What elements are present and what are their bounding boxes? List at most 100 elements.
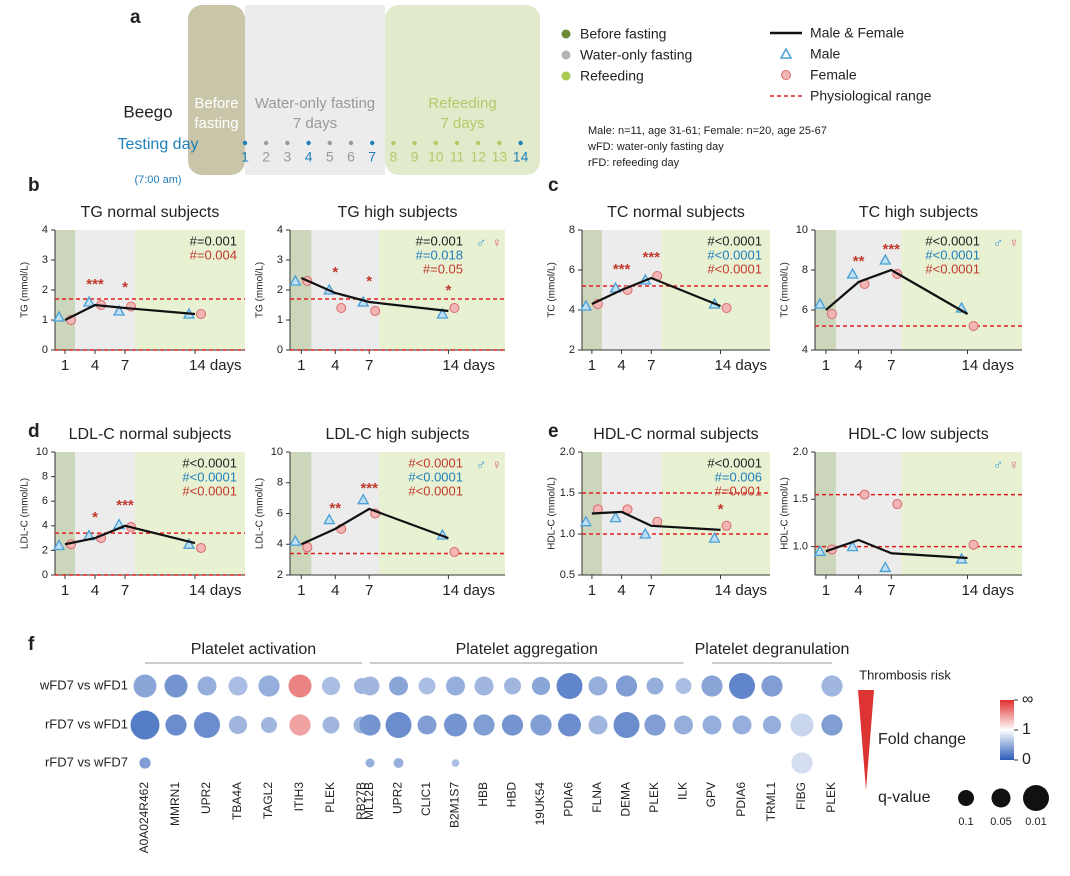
column-label: MMRN1: [168, 782, 182, 826]
bubble: [614, 712, 640, 738]
x-tick-label: 1: [822, 357, 830, 374]
bubble: [473, 714, 494, 735]
female-marker: [450, 304, 459, 313]
female-marker: [371, 307, 380, 316]
y-tick-label: 4: [802, 344, 808, 356]
bubble: [674, 715, 693, 734]
bubble: [557, 673, 583, 699]
bubble: [444, 714, 467, 737]
column-label: TAGL2: [261, 782, 275, 819]
phase-label: Water-only fasting: [255, 95, 375, 112]
phase-shade: [836, 452, 901, 575]
y-tick-label: 6: [802, 304, 808, 316]
x-tick-label: 1: [822, 582, 830, 599]
figure: abcdefBeforefastingWater-only fasting7 d…: [0, 0, 1070, 876]
day-number: 3: [284, 149, 292, 165]
legend-label: Refeeding: [580, 68, 644, 84]
column-label: FLNA: [590, 782, 604, 813]
bubble: [502, 714, 523, 735]
bubble: [165, 714, 186, 735]
bubble: [761, 675, 782, 696]
testing-time: (7:00 am): [134, 174, 181, 186]
legend-label: Female: [810, 67, 857, 83]
chart-title: LDL-C high subjects: [325, 426, 469, 443]
y-tick-label: 4: [42, 224, 48, 236]
row-label: rFD7 vs wFD1: [45, 716, 128, 731]
significance: *: [92, 509, 98, 526]
bubble: [165, 675, 188, 698]
p-value: #=0.001: [190, 233, 237, 248]
panel-label: e: [548, 421, 559, 442]
x-tick-label: 1: [297, 582, 305, 599]
phase-shade: [55, 452, 75, 575]
bubble: [322, 677, 340, 695]
colorbar-label: Fold change: [878, 731, 966, 748]
annotation: Thrombosis risk: [859, 667, 951, 682]
y-axis-label: HDL-C (mmol/L): [780, 477, 791, 550]
significance: ***: [360, 480, 378, 497]
bubble: [289, 714, 310, 735]
y-axis-label: HDL-C (mmol/L): [547, 477, 558, 550]
bubble: [644, 714, 665, 735]
bubble: [588, 715, 607, 734]
phase-shade: [290, 230, 311, 350]
x-tick-label: 7: [365, 357, 373, 374]
p-value: #<0.0001: [707, 261, 762, 276]
p-value: #<0.0001: [925, 247, 980, 262]
colorbar: [1000, 700, 1014, 760]
row-label: wFD7 vs wFD1: [39, 677, 128, 692]
x-tick-label: 1: [297, 357, 305, 374]
bubble: [386, 712, 412, 738]
row-label: rFD7 vs wFD7: [45, 754, 128, 769]
legend-label: Water-only fasting: [580, 47, 692, 63]
bubble: [821, 675, 842, 696]
phase-label: 7 days: [293, 115, 337, 132]
day-dot: [285, 141, 289, 145]
bubble: [474, 676, 493, 695]
bubble: [791, 752, 812, 773]
p-value: #=0.004: [190, 247, 237, 262]
female-marker: [893, 500, 902, 509]
p-value: #<0.0001: [707, 233, 762, 248]
x-tick-label: 7: [647, 357, 655, 374]
p-value: #=0.001: [416, 233, 463, 248]
significance: *: [445, 282, 451, 299]
group-label: Platelet aggregation: [456, 641, 598, 658]
day-number: 14: [513, 149, 529, 165]
bubble: [289, 675, 312, 698]
bubble: [821, 714, 842, 735]
bubble: [197, 676, 216, 695]
day-number: 4: [305, 149, 313, 165]
bubble: [729, 673, 755, 699]
day-dot: [476, 141, 480, 145]
bubble: [702, 715, 721, 734]
bubble: [763, 716, 781, 734]
legend-dot: [562, 30, 571, 39]
significance: **: [853, 253, 865, 270]
panel-label: d: [28, 421, 40, 442]
bubble: [732, 715, 751, 734]
bubble: [588, 676, 607, 695]
panel-label: b: [28, 175, 40, 196]
p-value: #<0.0001: [182, 483, 237, 498]
y-axis-label: LDL-C (mmol/L): [20, 478, 31, 549]
sex-symbol: ♂: [476, 457, 487, 473]
x-tick-label: 4: [617, 357, 625, 374]
x-tick-label: 7: [121, 582, 129, 599]
bubble: [229, 716, 247, 734]
day-dot: [370, 141, 374, 145]
panel-label: a: [130, 7, 141, 28]
risk-wedge: [858, 690, 874, 790]
y-tick-label: 1.0: [560, 528, 575, 540]
y-tick-label: 6: [42, 495, 48, 507]
size-key-label: 0.05: [990, 816, 1011, 828]
colorbar-tick-label: 1: [1022, 721, 1031, 738]
y-tick-label: 2.0: [560, 446, 575, 458]
legend-label: Male & Female: [810, 25, 904, 41]
sex-symbol: ♀: [1009, 457, 1020, 473]
bubble: [417, 715, 436, 734]
column-label: ITIH3: [292, 782, 306, 812]
female-marker: [197, 543, 206, 552]
column-label: ILK: [676, 782, 690, 800]
day-number: 1: [241, 149, 249, 165]
